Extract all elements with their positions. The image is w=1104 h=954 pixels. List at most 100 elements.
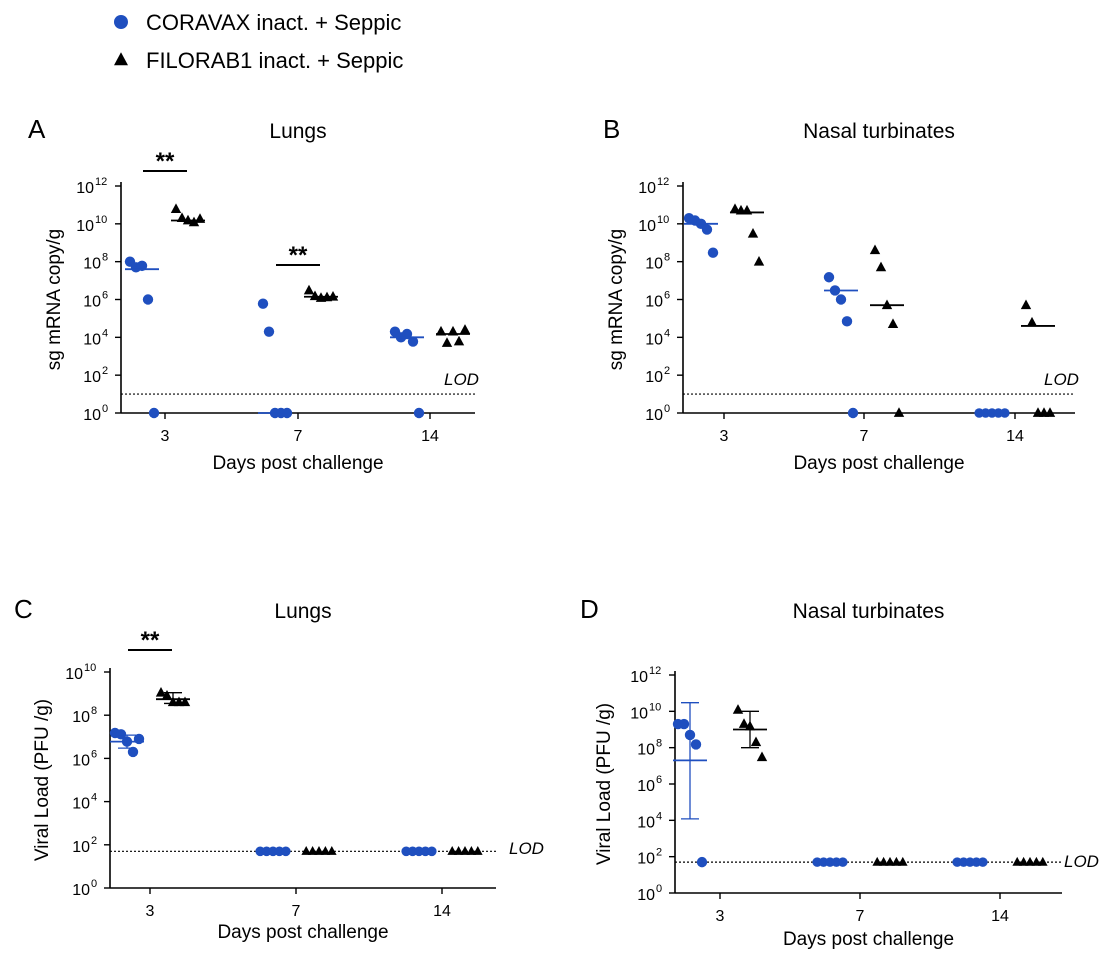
data-point	[875, 261, 887, 272]
x-tick-label: 3	[716, 908, 725, 925]
data-point	[1012, 856, 1022, 866]
y-tick-label: 10	[72, 882, 90, 899]
data-point	[707, 247, 719, 258]
y-tick-exponent: 6	[664, 290, 670, 302]
panel-title: Lungs	[274, 600, 331, 623]
data-point	[320, 846, 331, 855]
y-tick-exponent: 2	[656, 847, 662, 859]
data-point	[893, 407, 905, 417]
data-point	[696, 856, 708, 868]
data-point	[170, 203, 182, 214]
data-point	[690, 739, 702, 750]
panel-letter: A	[28, 114, 46, 144]
data-point	[847, 407, 859, 419]
y-tick-exponent: 4	[91, 792, 97, 804]
data-point	[327, 291, 339, 301]
y-tick-exponent: 2	[664, 365, 670, 377]
data-point	[1025, 856, 1035, 866]
data-point	[835, 294, 847, 305]
y-tick-label: 10	[83, 407, 101, 424]
data-point	[188, 216, 200, 227]
y-tick-label: 10	[637, 887, 655, 904]
data-point	[729, 203, 741, 214]
y-tick-label: 10	[645, 294, 663, 311]
y-tick-exponent: 8	[91, 705, 97, 717]
y-tick-label: 10	[645, 407, 663, 424]
x-tick-label: 7	[860, 428, 869, 445]
y-tick-exponent: 4	[664, 327, 670, 339]
y-tick-exponent: 0	[656, 883, 662, 895]
y-axis-label: Viral Load (PFU /g)	[594, 703, 615, 865]
y-tick-exponent: 6	[102, 290, 108, 302]
data-point	[898, 856, 908, 866]
y-tick-exponent: 12	[95, 176, 107, 188]
data-point	[303, 284, 315, 295]
data-point	[887, 318, 899, 329]
y-tick-exponent: 10	[657, 214, 669, 226]
data-point	[473, 846, 483, 855]
significance-label: **	[156, 148, 175, 175]
data-point	[466, 846, 477, 855]
y-tick-label: 10	[637, 778, 655, 795]
lod-label: LOD	[1064, 852, 1099, 871]
y-tick-exponent: 2	[102, 365, 108, 377]
data-point	[881, 299, 893, 310]
data-point	[427, 846, 437, 857]
data-point	[978, 857, 988, 867]
legend-label: FILORAB1 inact. + Seppic	[146, 48, 403, 73]
x-tick-label: 3	[720, 428, 729, 445]
data-point	[327, 846, 337, 855]
data-point	[1026, 316, 1038, 327]
y-axis-label: sg mRNA copy/g	[44, 229, 65, 371]
data-point	[869, 244, 881, 255]
data-point	[1020, 299, 1032, 310]
data-point	[1038, 856, 1048, 866]
y-tick-label: 10	[645, 331, 663, 348]
y-tick-label: 10	[83, 294, 101, 311]
x-tick-label: 7	[294, 428, 303, 445]
legend-marker	[114, 15, 128, 29]
x-tick-label: 14	[433, 903, 451, 920]
data-point	[878, 856, 889, 866]
y-tick-exponent: 6	[656, 774, 662, 786]
data-point	[738, 718, 750, 728]
data-point	[732, 704, 744, 714]
data-point	[1031, 856, 1042, 866]
y-tick-exponent: 4	[656, 810, 662, 822]
x-axis-label: Days post challenge	[212, 453, 383, 474]
data-point	[1018, 856, 1029, 866]
legend-marker	[114, 52, 128, 66]
data-point	[314, 846, 324, 855]
y-tick-exponent: 10	[649, 701, 661, 713]
y-axis-label: Viral Load (PFU /g)	[32, 699, 53, 861]
data-point	[257, 298, 269, 309]
data-point	[447, 846, 457, 855]
x-tick-label: 14	[421, 428, 439, 445]
data-point	[413, 407, 425, 419]
x-tick-label: 3	[161, 428, 170, 445]
y-tick-label: 10	[76, 218, 94, 235]
y-tick-label: 10	[72, 839, 90, 856]
y-tick-label: 10	[638, 180, 656, 197]
panel-title: Lungs	[269, 120, 326, 143]
y-tick-label: 10	[637, 742, 655, 759]
y-tick-exponent: 8	[102, 252, 108, 264]
significance-label: **	[141, 627, 160, 654]
x-axis-label: Days post challenge	[793, 453, 964, 474]
data-point	[678, 718, 690, 730]
y-tick-exponent: 0	[91, 878, 97, 890]
data-point	[459, 324, 471, 334]
data-point	[872, 856, 882, 866]
data-point	[161, 689, 173, 700]
y-tick-exponent: 0	[102, 403, 108, 415]
legend: CORAVAX inact. + Seppic FILORAB1 inact. +…	[114, 10, 403, 73]
data-point	[263, 326, 275, 337]
data-point	[891, 856, 902, 866]
y-tick-label: 10	[637, 851, 655, 868]
data-point	[155, 686, 167, 697]
